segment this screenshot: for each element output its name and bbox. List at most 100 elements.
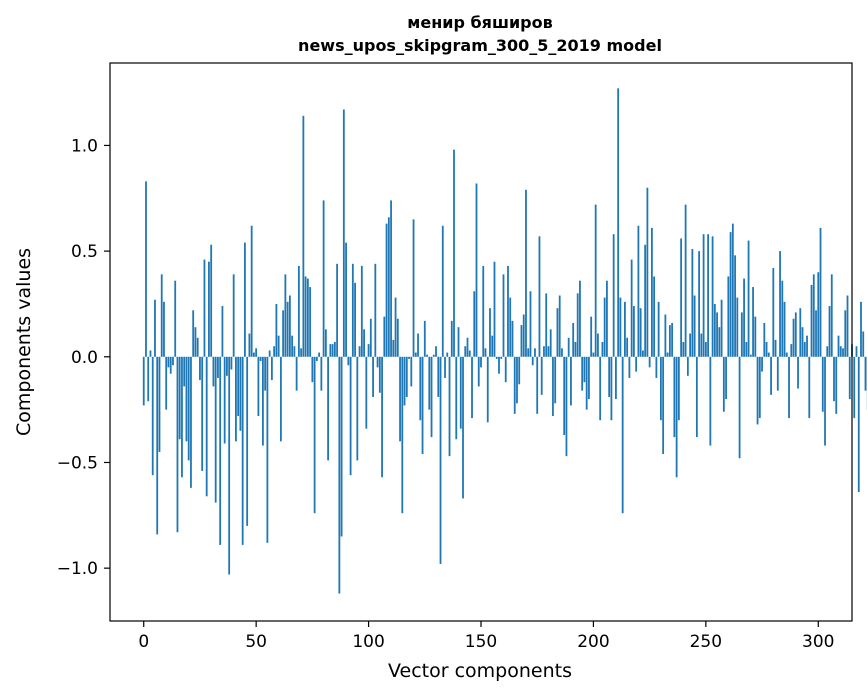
bar [619,297,622,357]
bar [423,320,426,357]
bar [333,342,336,357]
bar [149,350,152,357]
bar [237,356,240,416]
bar [549,329,552,357]
bar [369,318,372,357]
bar [689,333,692,357]
bar [327,356,329,461]
bar [731,223,734,357]
bar [738,356,741,459]
bar [806,335,808,357]
bar [707,234,709,357]
bar [318,352,321,357]
bar [765,342,768,357]
bar [677,356,680,421]
bar [646,187,649,357]
bar [556,308,559,357]
bar [221,306,224,357]
bar [801,327,804,357]
bar [507,265,509,357]
bar [293,346,296,357]
bar [430,356,433,438]
bar [374,263,377,357]
bar [745,342,748,357]
y-axis-ticks: −1.0 −0.5 0.0 0.5 1.0 [57,136,110,579]
bar [790,344,793,357]
bar [756,356,759,425]
bar [630,259,633,357]
bar [736,297,739,357]
bar [808,356,811,419]
bar [311,356,314,383]
bar [439,356,442,564]
bar [405,356,408,397]
bar [183,356,186,387]
bar [846,295,849,357]
bar [158,356,161,452]
bar [576,293,579,357]
bar [725,356,727,400]
bar [489,308,491,357]
bar [815,310,817,357]
bar [167,356,170,368]
bar [223,356,226,444]
bar [212,356,215,387]
bar [342,109,345,357]
bar [538,236,541,357]
bar [414,352,417,357]
bar [817,272,820,357]
bar [376,356,379,368]
bar [704,342,707,357]
bar [835,356,838,414]
bar [682,342,685,357]
bar [241,356,244,545]
bar [455,356,458,440]
bar [324,329,327,357]
bar [511,320,514,357]
bar [475,183,478,357]
bar [356,356,359,461]
bar [473,291,476,357]
bar [367,344,370,357]
bar [648,356,651,368]
bar [671,322,674,357]
bar [349,356,352,476]
bar [606,280,608,357]
bar [273,346,276,357]
bar [702,234,705,357]
bar [504,356,507,383]
bar [529,291,532,357]
bar [635,356,638,372]
y-tick-label: −0.5 [57,453,98,473]
bar [378,356,381,393]
y-axis-label: Components values [13,248,35,436]
bar [142,356,145,406]
bar [304,276,307,357]
y-tick-label: 0.0 [71,348,98,368]
bar [297,265,300,357]
x-tick-label: 150 [465,632,497,652]
bar [588,356,590,400]
bar [498,356,500,374]
bar [525,189,527,357]
bar [662,356,665,455]
bar [581,356,584,391]
bar [826,346,829,357]
bar [860,301,862,357]
bar [217,356,219,378]
bar [284,274,287,357]
bar [410,356,413,387]
bar [444,356,446,378]
x-tick-label: 200 [577,632,609,652]
bar [592,352,595,357]
bar [664,314,667,357]
bar [163,301,165,357]
bar [691,249,694,357]
bar [552,356,554,416]
bar [399,356,401,442]
bar [345,242,347,357]
bar [253,352,255,357]
bar [770,356,772,395]
bar [711,236,714,357]
bar [641,350,644,357]
